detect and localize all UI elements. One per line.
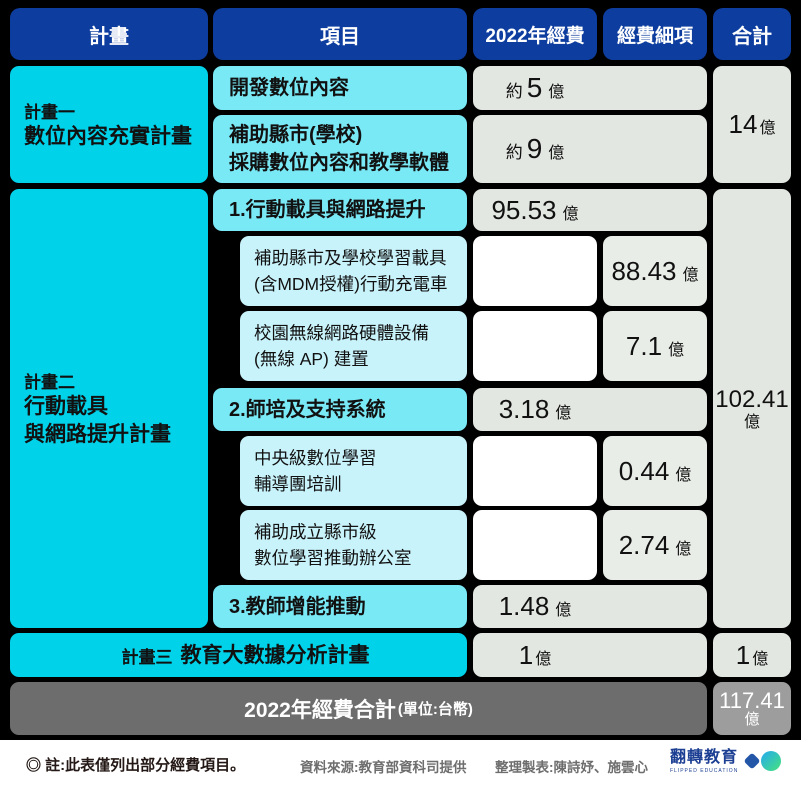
plan1-tag: 計畫一 <box>24 102 75 122</box>
plan2-subitem2-budget-empty-cell <box>473 311 597 381</box>
flipped-education-logo: 翻轉教育 FLIPPED EDUCATION <box>670 748 784 774</box>
plan2-subitem2-detail-cell: 7.1 億 <box>603 311 707 381</box>
plan2-subitem2-line1: 校園無線網路硬體設備 <box>254 322 429 343</box>
logo-subtitle: FLIPPED EDUCATION <box>670 767 739 774</box>
plan1-item1-cell: 開發數位內容 <box>213 66 467 110</box>
plan1-item1-label: 開發數位內容 <box>229 77 349 99</box>
plan2-name-line2: 與網路提升計畫 <box>24 423 171 446</box>
plan2-total-cell: 102.41 億 <box>713 189 791 628</box>
plan2-item1-budget-value: 95.53 億 <box>491 194 579 225</box>
footer-source: 資料來源:教育部資科司提供 <box>300 760 467 775</box>
footer-credit: 整理製表:陳詩妤、施雲心 <box>495 760 648 775</box>
logo-title: 翻轉教育 <box>670 749 739 767</box>
summary-label: 2022年經費合計 <box>244 698 396 722</box>
column-header-item: 項目 <box>213 8 467 60</box>
plan2-subitem1-detail-value: 88.43 億 <box>611 255 699 286</box>
plan1-item2-label-line2: 採購數位內容和教學軟體 <box>229 152 449 174</box>
plan2-subitem1-line1: 補助縣市及學校學習載具 <box>254 247 447 268</box>
plan1-item2-cell: 補助縣市(學校) 採購數位內容和教學軟體 <box>213 115 467 183</box>
plan2-subitem4-detail-cell: 2.74 億 <box>603 510 707 580</box>
plan2-subitem2-cell: 校園無線網路硬體設備 (無線 AP) 建置 <box>240 311 467 381</box>
plan2-item3-budget-cell: 1.48 億 <box>473 585 707 628</box>
footer-note: ◎ 註:此表僅列出部分經費項目。 <box>26 757 246 774</box>
plan1-name: 數位內容充實計畫 <box>24 124 192 148</box>
plan2-item2-cell: 2.師培及支持系統 <box>213 388 467 431</box>
plan1-total-value: 14 億 <box>728 109 776 139</box>
footer: ◎ 註:此表僅列出部分經費項目。 資料來源:教育部資科司提供 整理製表:陳詩妤、… <box>0 740 801 787</box>
plan2-total-unit: 億 <box>743 413 760 431</box>
plan2-subitem1-cell: 補助縣市及學校學習載具 (含MDM授權)行動充電車 <box>240 236 467 306</box>
column-header-budget-detail: 經費細項 <box>603 8 707 60</box>
plan2-item2-budget-cell: 3.18 億 <box>473 388 707 431</box>
plan2-item1-label: 1.行動載具與網路提升 <box>229 199 426 221</box>
flipped-education-mark-icon <box>743 748 784 774</box>
plan3-tag: 計畫三 <box>121 647 173 667</box>
plan1-cell: 計畫一 數位內容充實計畫 <box>10 66 208 183</box>
plan2-item2-label: 2.師培及支持系統 <box>229 398 386 421</box>
plan2-item1-budget-cell: 95.53 億 <box>473 189 707 231</box>
plan2-item3-cell: 3.教師增能推動 <box>213 585 467 628</box>
plan2-subitem4-line2: 數位學習推動辦公室 <box>254 548 412 568</box>
plan2-subitem3-detail-cell: 0.44 億 <box>603 436 707 506</box>
plan3-cell: 計畫三 教育大數據分析計畫 <box>10 633 467 677</box>
plan2-subitem3-line2: 輔導團培訓 <box>254 474 342 494</box>
logo-circle-shape <box>761 751 782 771</box>
grand-total-cell: 117.41 億 <box>713 682 791 735</box>
plan2-subitem2-detail-value: 7.1 億 <box>625 330 685 361</box>
plan2-subitem4-detail-value: 2.74 億 <box>618 529 692 560</box>
plan3-name: 教育大數據分析計畫 <box>180 643 370 667</box>
summary-unit-note: (單位:台幣) <box>397 701 473 718</box>
plan2-subitem1-line2: (含MDM授權)行動充電車 <box>254 274 448 294</box>
plan2-subitem4-line1: 補助成立縣市級 <box>254 521 377 542</box>
summary-row: 2022年經費合計 (單位:台幣) <box>10 682 707 735</box>
plan2-subitem3-budget-empty-cell <box>473 436 597 506</box>
plan2-cell: 計畫二 行動載具 與網路提升計畫 <box>10 189 208 628</box>
plan2-total-number: 102.41 <box>715 385 789 413</box>
column-header-budget-2022: 2022年經費 <box>473 8 597 60</box>
plan2-name-line1: 行動載具 <box>24 394 108 418</box>
column-header-total: 合計 <box>713 8 791 60</box>
plan2-item3-budget-value: 1.48 億 <box>498 591 572 621</box>
plan2-item2-budget-value: 3.18 億 <box>498 394 572 424</box>
plan2-subitem3-cell: 中央級數位學習 輔導團培訓 <box>240 436 467 506</box>
plan1-total-cell: 14 億 <box>713 66 791 183</box>
plan2-tag: 計畫二 <box>24 372 75 392</box>
plan2-subitem2-line2: (無線 AP) 建置 <box>254 349 369 369</box>
column-header-plan: 計畫 <box>10 8 208 60</box>
plan2-subitem3-line1: 中央級數位學習 <box>254 447 377 468</box>
plan2-subitem1-budget-empty-cell <box>473 236 597 306</box>
plan2-subitem4-budget-empty-cell <box>473 510 597 580</box>
grand-total-number: 117.41 <box>719 687 785 713</box>
plan2-item3-label: 3.教師增能推動 <box>229 595 366 618</box>
plan2-subitem3-detail-value: 0.44 億 <box>618 455 692 486</box>
grand-total-unit: 億 <box>744 710 760 728</box>
plan1-item2-label-line1: 補助縣市(學校) <box>229 124 363 146</box>
plan2-item1-cell: 1.行動載具與網路提升 <box>213 189 467 231</box>
plan2-subitem1-detail-cell: 88.43 億 <box>603 236 707 306</box>
logo-diamond-shape <box>743 752 761 770</box>
plan2-subitem4-cell: 補助成立縣市級 數位學習推動辦公室 <box>240 510 467 580</box>
